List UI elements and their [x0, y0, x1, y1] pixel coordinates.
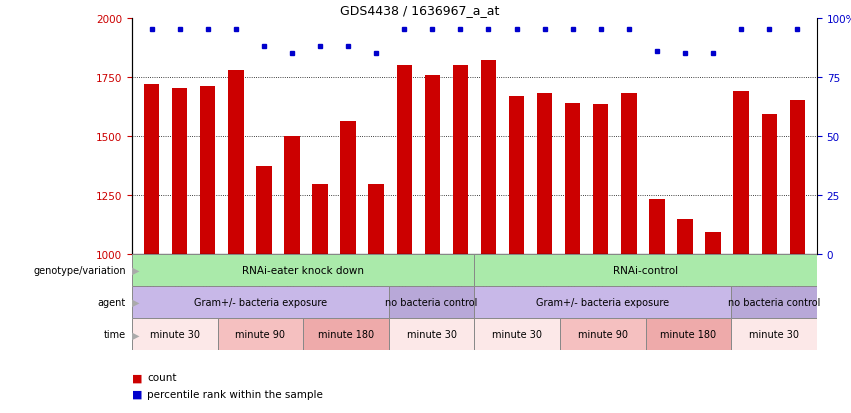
Bar — [453, 66, 468, 254]
Bar — [593, 104, 608, 254]
Bar — [312, 185, 328, 254]
Title: GDS4438 / 1636967_a_at: GDS4438 / 1636967_a_at — [340, 5, 500, 17]
Bar — [646, 318, 731, 351]
Text: minute 90: minute 90 — [578, 330, 628, 339]
Bar — [790, 101, 805, 254]
Text: minute 30: minute 30 — [407, 330, 457, 339]
Text: no bacteria control: no bacteria control — [386, 297, 477, 307]
Text: minute 30: minute 30 — [150, 330, 200, 339]
Bar — [474, 254, 817, 286]
Bar — [303, 318, 389, 351]
Bar — [200, 87, 215, 254]
Bar — [218, 318, 303, 351]
Bar — [677, 220, 693, 254]
Text: count: count — [147, 373, 177, 382]
Bar — [705, 233, 721, 254]
Text: no bacteria control: no bacteria control — [728, 297, 820, 307]
Bar — [368, 185, 384, 254]
Bar — [389, 318, 474, 351]
Bar — [389, 286, 474, 318]
Bar — [228, 70, 243, 254]
Bar — [132, 286, 389, 318]
Text: genotype/variation: genotype/variation — [33, 265, 126, 275]
Bar — [172, 89, 187, 254]
Bar — [560, 318, 646, 351]
Text: percentile rank within the sample: percentile rank within the sample — [147, 389, 323, 399]
Bar — [256, 167, 271, 254]
Text: agent: agent — [98, 297, 126, 307]
Bar — [762, 115, 777, 254]
Bar — [621, 94, 637, 254]
Text: ▶: ▶ — [132, 330, 140, 339]
Bar — [565, 103, 580, 254]
Bar — [144, 85, 159, 254]
Bar — [731, 318, 817, 351]
Bar — [734, 92, 749, 254]
Bar — [132, 318, 218, 351]
Bar — [425, 76, 440, 254]
Text: ■: ■ — [132, 389, 146, 399]
Bar — [474, 286, 731, 318]
Text: ▶: ▶ — [132, 297, 140, 307]
Bar — [340, 122, 356, 254]
Text: minute 90: minute 90 — [236, 330, 285, 339]
Bar — [397, 66, 412, 254]
Bar — [537, 94, 552, 254]
Text: Gram+/- bacteria exposure: Gram+/- bacteria exposure — [536, 297, 670, 307]
Bar — [731, 286, 817, 318]
Bar — [649, 200, 665, 254]
Text: ■: ■ — [132, 373, 146, 382]
Bar — [284, 136, 300, 254]
Text: ▶: ▶ — [132, 265, 140, 275]
Text: Gram+/- bacteria exposure: Gram+/- bacteria exposure — [194, 297, 327, 307]
Text: minute 180: minute 180 — [660, 330, 717, 339]
Text: minute 180: minute 180 — [318, 330, 374, 339]
Text: time: time — [104, 330, 126, 339]
Bar — [509, 96, 524, 254]
Text: minute 30: minute 30 — [492, 330, 542, 339]
Bar — [474, 318, 560, 351]
Text: RNAi-control: RNAi-control — [613, 265, 678, 275]
Bar — [132, 254, 474, 286]
Text: RNAi-eater knock down: RNAi-eater knock down — [243, 265, 364, 275]
Text: minute 30: minute 30 — [749, 330, 799, 339]
Bar — [481, 61, 496, 254]
